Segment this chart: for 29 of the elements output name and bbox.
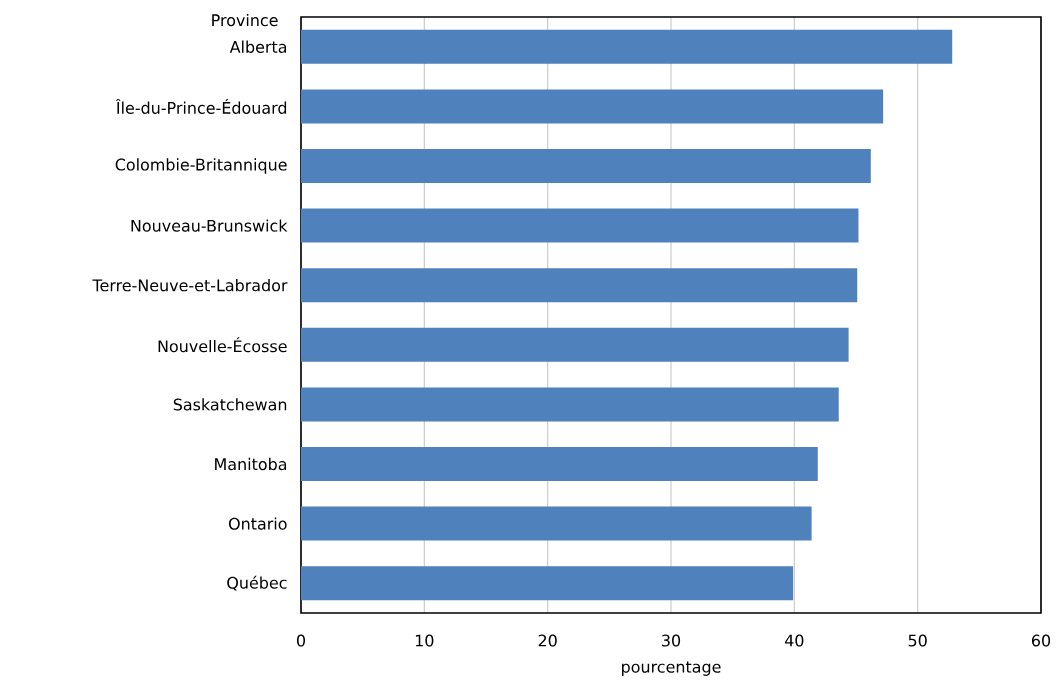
y-tick-label: Québec bbox=[227, 575, 287, 591]
bar bbox=[301, 89, 884, 124]
x-tick-label: 40 bbox=[784, 634, 804, 647]
bar bbox=[301, 387, 839, 422]
bar bbox=[301, 327, 849, 362]
x-tick-label: 20 bbox=[538, 634, 557, 647]
bar bbox=[301, 148, 871, 183]
bar bbox=[301, 447, 818, 481]
y-tick-label: Nouvelle-Écosse bbox=[158, 337, 287, 353]
x-axis-title: pourcentage bbox=[622, 661, 721, 676]
y-tick-label: Manitoba bbox=[215, 457, 287, 471]
x-tick-label: 10 bbox=[415, 634, 434, 647]
y-tick-label: Ontario bbox=[228, 517, 287, 530]
y-tick-label: Alberta bbox=[229, 40, 287, 53]
x-tick-label: 0 bbox=[296, 634, 306, 647]
x-tick-label: 60 bbox=[1031, 634, 1051, 647]
bar bbox=[301, 268, 858, 303]
y-tick-label: Nouveau-Brunswick bbox=[131, 219, 288, 232]
bar bbox=[301, 566, 794, 601]
bar bbox=[301, 208, 859, 243]
y-tick-label: Colombie-Britannique bbox=[115, 158, 287, 174]
y-axis-title: Province bbox=[212, 13, 278, 27]
x-tick-label: 50 bbox=[908, 634, 927, 647]
y-tick-label: Île-du-Prince-Édouard bbox=[115, 98, 287, 114]
bar bbox=[301, 29, 953, 64]
y-tick-label: Saskatchewan bbox=[173, 398, 287, 411]
x-tick-label: 30 bbox=[662, 634, 681, 647]
y-tick-label: Terre-Neuve-et-Labrador bbox=[92, 279, 288, 292]
bar bbox=[301, 506, 812, 541]
